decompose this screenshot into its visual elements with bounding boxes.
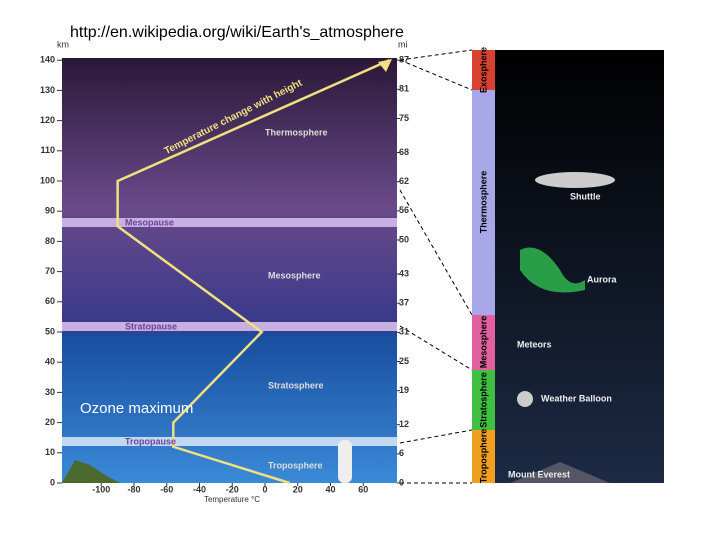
mountain [62, 460, 120, 483]
mi-tick-label: 12 [399, 419, 409, 429]
url: http://en.wikipedia.org/wiki/Earth's_atm… [70, 24, 404, 41]
mi-tick-label: 81 [399, 84, 409, 94]
panel-layer-label: Exosphere [478, 47, 488, 93]
mi-tick-label: 68 [399, 147, 409, 157]
mi-tick-label: 0 [399, 477, 404, 487]
temp-tick-label: -40 [193, 484, 206, 494]
temp-tick-label: -80 [127, 484, 140, 494]
balloon-shape [517, 391, 533, 407]
km-tick-label: 30 [45, 387, 55, 397]
exo-bar [472, 50, 495, 90]
layer-label: Stratopause [125, 321, 177, 331]
temp-tick-label: -100 [92, 484, 110, 494]
panel-layer-label: Mesosphere [478, 316, 488, 369]
tropopause-band [62, 437, 397, 446]
mi-tick-label: 25 [399, 356, 409, 366]
km-tick-label: 60 [45, 296, 55, 306]
mi-tick-label: 37 [399, 298, 409, 308]
km-tick-label: 130 [40, 85, 55, 95]
arrowhead [378, 59, 392, 72]
cloud [338, 440, 352, 483]
layer-label: Troposphere [268, 460, 323, 470]
panel-layer-label: Stratosphere [478, 372, 488, 428]
km-tick-label: 110 [40, 145, 55, 155]
km-tick-label: 0 [50, 477, 55, 487]
mi-label: mi [398, 39, 408, 49]
panel-item: Weather Balloon [541, 393, 612, 403]
mesopause-band [62, 218, 397, 227]
temp-tick-label: 60 [358, 484, 368, 494]
mi-tick-label: 62 [399, 176, 409, 186]
layer-label: Tropopause [125, 436, 176, 446]
shuttle-shape [535, 172, 615, 188]
temp-tick-label: 0 [262, 484, 267, 494]
mi-tick-label: 19 [399, 385, 409, 395]
km-tick-label: 70 [45, 266, 55, 276]
temp-tick-label: 40 [325, 484, 335, 494]
strato-bar [472, 370, 495, 430]
annotation: Ozone maximum [80, 400, 193, 417]
mi-tick-label: 6 [399, 448, 404, 458]
mi-tick-label: 43 [399, 268, 409, 278]
mi-tick-label: 87 [399, 55, 409, 65]
km-tick-label: 120 [40, 115, 55, 125]
km-tick-label: 10 [45, 447, 55, 457]
km-tick-label: 140 [40, 55, 55, 65]
stratopause-band [62, 322, 397, 331]
thermo-bar [472, 90, 495, 315]
layer-label: Stratosphere [268, 380, 324, 390]
panel-layer-label: Troposphere [478, 429, 488, 484]
panel-bg [472, 50, 664, 483]
connectors [399, 49, 473, 484]
panel-item: Mount Everest [508, 469, 570, 479]
mi-tick-label: 56 [399, 205, 409, 215]
km-tick-label: 90 [45, 206, 55, 216]
aurora-shape [520, 247, 585, 293]
panel-layer-label: Thermosphere [478, 171, 488, 234]
x-label: Temperature °C [204, 495, 260, 504]
panel-item: Aurora [587, 274, 617, 284]
chart-bg [62, 58, 397, 483]
layer-label: Mesosphere [268, 270, 321, 280]
meso-bar [472, 315, 495, 370]
mi-tick-label: 75 [399, 113, 409, 123]
km-tick-label: 100 [40, 175, 55, 185]
km-tick-label: 50 [45, 326, 55, 336]
panel-item: Meteors [517, 339, 552, 349]
km-label: km [57, 39, 69, 49]
panel-item: Shuttle [570, 191, 601, 201]
layer-label: Thermosphere [265, 127, 328, 137]
temp-tick-label: 20 [293, 484, 303, 494]
mi-tick-label: 31 [399, 327, 409, 337]
mi-tick-label: 50 [399, 234, 409, 244]
temp-tick-label: -20 [226, 484, 239, 494]
everest-shape [510, 462, 610, 483]
km-tick-label: 80 [45, 236, 55, 246]
km-tick-label: 40 [45, 357, 55, 367]
km-tick-label: 20 [45, 417, 55, 427]
temperature-profile [116, 59, 390, 485]
tropo-bar [472, 430, 495, 483]
temp-tick-label: -60 [160, 484, 173, 494]
layer-label: Mesopause [125, 217, 174, 227]
